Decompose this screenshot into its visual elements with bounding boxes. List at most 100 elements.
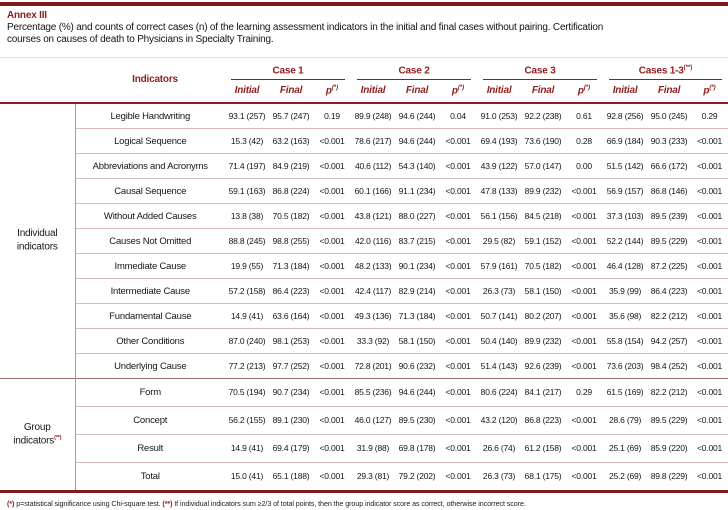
indicator-name: Fundamental Cause [75, 302, 226, 329]
footnote: (*) p=statistical significance using Chi… [7, 499, 721, 508]
value-cell: 82.2 (212) [647, 302, 692, 329]
value-cell: 90.6 (232) [395, 352, 440, 379]
p-value-cell: 0.29 [565, 377, 604, 407]
indicator-name: Form [75, 377, 226, 407]
value-cell: 25.2 (69) [603, 461, 648, 492]
table-row: Result 14.9 (41) 69.4 (179) <0.001 31.9 (88)… [0, 433, 728, 463]
value-cell: 77.2 (213) [225, 352, 270, 379]
value-cell: 51.5 (142) [603, 152, 648, 179]
value-cell: 26.3 (73) [477, 277, 522, 304]
p-value-cell: 0.04 [450, 111, 466, 122]
value-cell: 94.6 (244) [398, 111, 436, 122]
value-cell: 90.7 (234) [269, 377, 314, 407]
p-value-cell: <0.001 [565, 405, 604, 435]
table-row: Logical Sequence 15.3 (42) 63.2 (163) <0.00… [0, 127, 728, 154]
value-cell: 50.7 (141) [477, 302, 522, 329]
table-row: Fundamental Cause 14.9 (41) 63.6 (164) <0.0… [0, 302, 728, 329]
value-cell: 70.5 (182) [269, 202, 314, 229]
p-value-cell: <0.001 [313, 405, 352, 435]
value-cell: 14.9 (41) [225, 302, 270, 329]
value-cell: 71.3 (184) [395, 302, 440, 329]
indicator-name: Total [75, 461, 226, 492]
p-value-cell: <0.001 [313, 352, 352, 379]
p-value-cell: <0.001 [565, 327, 604, 354]
value-cell: 47.8 (133) [477, 177, 522, 204]
group-label-line1: Group [23, 421, 51, 433]
value-cell: 84.9 (219) [269, 152, 314, 179]
p-value-cell: <0.001 [439, 202, 478, 229]
p-value-cell: <0.001 [565, 302, 604, 329]
table-caption-line1: Percentage (%) and counts of correct cas… [7, 22, 604, 33]
value-cell: 89.9 (232) [521, 177, 566, 204]
value-cell: 13.8 (38) [225, 202, 270, 229]
indicator-name: Concept [75, 405, 226, 435]
footnote-marker-2: (**) [162, 498, 173, 508]
value-cell: 35.9 (99) [603, 277, 648, 304]
p-value-cell: <0.001 [313, 302, 352, 329]
p-value-cell: <0.001 [691, 405, 728, 435]
value-cell: 63.2 (163) [269, 127, 314, 154]
case1-label: Case 1 [272, 65, 304, 77]
value-cell: 59.1 (163) [225, 177, 270, 204]
cases1-3-header: Cases 1-3(**) [603, 58, 728, 81]
p-value-cell: <0.001 [565, 433, 604, 463]
table-row: Immediate Cause 19.9 (55) 71.3 (184) <0.001… [0, 252, 728, 279]
value-cell: 72.8 (201) [351, 352, 396, 379]
p-value-cell: <0.001 [691, 302, 728, 329]
value-cell: 91.0 (253) [480, 111, 518, 122]
p-value-cell: 0.29 [701, 111, 718, 122]
value-cell: 60.1 (166) [351, 177, 396, 204]
p-value-cell: 0.28 [565, 127, 604, 154]
table-row: Total 15.0 (41) 65.1 (188) <0.001 29.3 (81) 7… [0, 461, 728, 492]
value-cell: 95.7 (247) [272, 111, 310, 122]
value-cell: 89.1 (230) [269, 405, 314, 435]
col-p: p(*) [313, 80, 352, 104]
p-value-cell: <0.001 [439, 277, 478, 304]
p-value-cell: <0.001 [691, 461, 728, 492]
value-cell: 83.7 (215) [395, 227, 440, 254]
value-cell: 73.6 (190) [521, 127, 566, 154]
value-cell: 79.2 (202) [395, 461, 440, 492]
case1-header: Case 1 [225, 58, 351, 81]
p-value-cell: <0.001 [439, 433, 478, 463]
p-value-cell: <0.001 [439, 327, 478, 354]
value-cell: 71.4 (197) [225, 152, 270, 179]
table-row: Other Conditions 87.0 (240) 98.1 (253) <0.0… [0, 327, 728, 354]
value-cell: 88.0 (227) [395, 202, 440, 229]
p-value-cell: <0.001 [691, 352, 728, 379]
results-table: Indicators Case 1 Case 2 Case 3 Cases 1-… [0, 57, 728, 493]
p-value-cell: <0.001 [439, 377, 478, 407]
indicator-name: Causal Sequence [75, 177, 226, 204]
table-header: Indicators Case 1 Case 2 Case 3 Cases 1-… [0, 57, 728, 104]
value-cell: 57.2 (158) [225, 277, 270, 304]
table-row: Abbreviations and Acronyms 71.4 (197) 84.9… [0, 152, 728, 179]
value-cell: 86.8 (146) [647, 177, 692, 204]
p-value-cell: <0.001 [691, 433, 728, 463]
value-cell: 89.9 (232) [521, 327, 566, 354]
value-cell: 86.4 (223) [647, 277, 692, 304]
value-cell: 58.1 (150) [521, 277, 566, 304]
case2-label: Case 2 [398, 65, 430, 77]
col-final: Final [647, 80, 692, 104]
value-cell: 87.2 (225) [647, 252, 692, 279]
p-value-cell: 0.19 [324, 111, 340, 122]
p-value-cell: <0.001 [565, 202, 604, 229]
value-cell: 26.3 (73) [477, 461, 522, 492]
value-cell: 15.3 (42) [225, 127, 270, 154]
p-value-cell: <0.001 [439, 152, 478, 179]
value-cell: 56.1 (156) [477, 202, 522, 229]
indicator-name: Underlying Cause [75, 352, 226, 379]
value-cell: 46.4 (128) [603, 252, 648, 279]
col-final: Final [269, 80, 314, 104]
p-value-cell: <0.001 [439, 352, 478, 379]
value-cell: 54.3 (140) [395, 152, 440, 179]
value-cell: 61.2 (158) [521, 433, 566, 463]
p-value-cell: <0.001 [565, 227, 604, 254]
value-cell: 69.4 (179) [269, 433, 314, 463]
value-cell: 28.6 (79) [603, 405, 648, 435]
value-cell: 29.5 (82) [477, 227, 522, 254]
p-value-cell: <0.001 [691, 177, 728, 204]
value-cell: 85.9 (220) [647, 433, 692, 463]
value-cell: 40.6 (112) [351, 152, 396, 179]
value-cell: 95.0 (245) [650, 111, 688, 122]
